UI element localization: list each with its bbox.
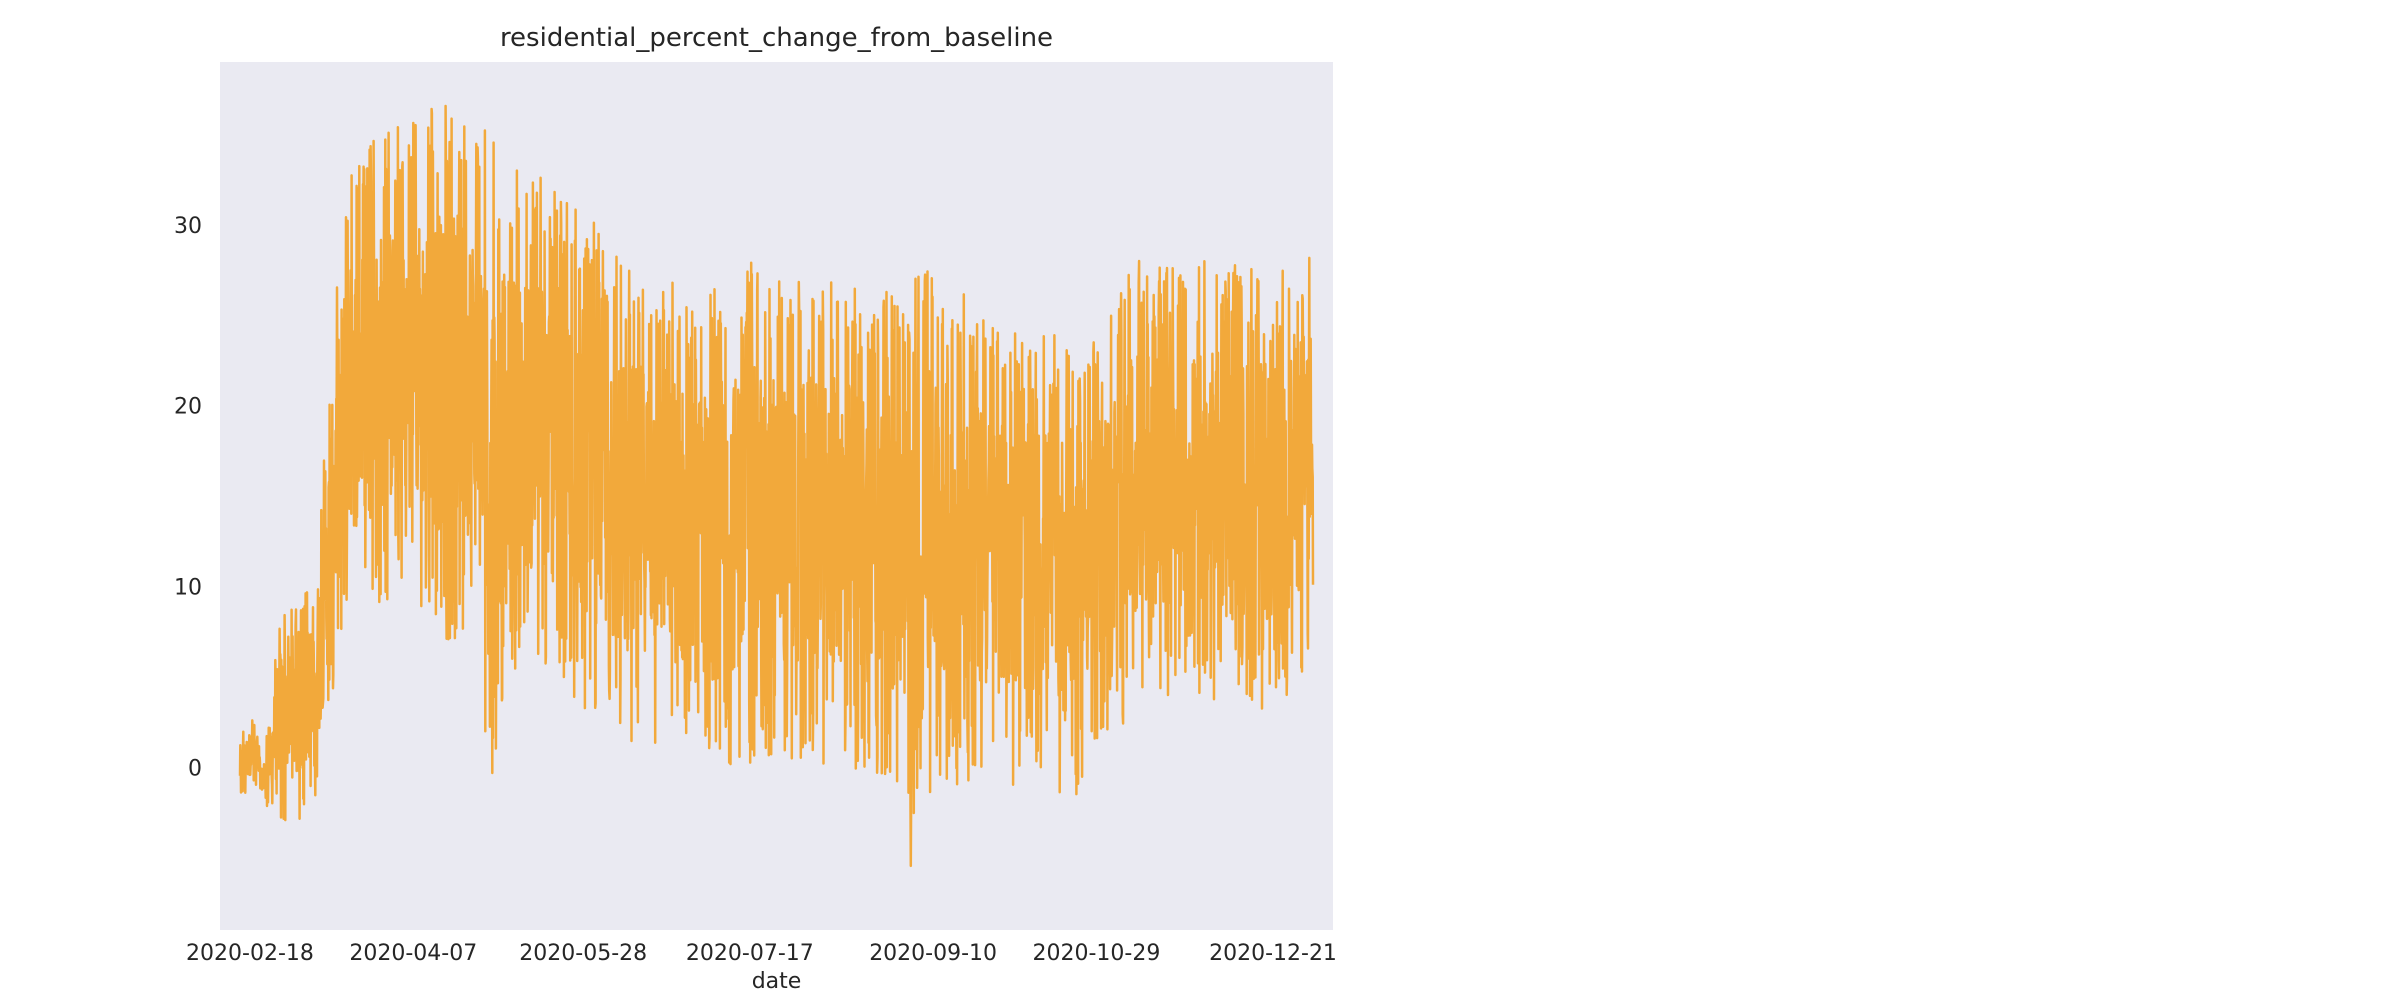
chart-title: residential_percent_change_from_baseline [500,23,1053,53]
y-tick-label: 0 [188,756,202,781]
y-tick-label: 20 [174,395,202,420]
y-axis-ticks: 0 10 20 30 [174,214,202,782]
x-tick-label: 2020-04-07 [349,941,477,966]
x-tick-label: 2020-07-17 [686,941,814,966]
x-tick-label: 2020-02-18 [186,941,314,966]
x-tick-label: 2020-10-29 [1032,941,1160,966]
y-tick-label: 30 [174,214,202,239]
x-axis-label: date [752,969,802,994]
series-line-path [238,104,1315,868]
series-line [238,104,1315,868]
x-tick-label: 2020-12-21 [1209,941,1337,966]
x-tick-label: 2020-09-10 [869,941,997,966]
x-tick-label: 2020-05-28 [519,941,647,966]
y-tick-label: 10 [174,575,202,600]
x-axis-ticks: 2020-02-18 2020-04-07 2020-05-28 2020-07-17… [186,941,1337,966]
